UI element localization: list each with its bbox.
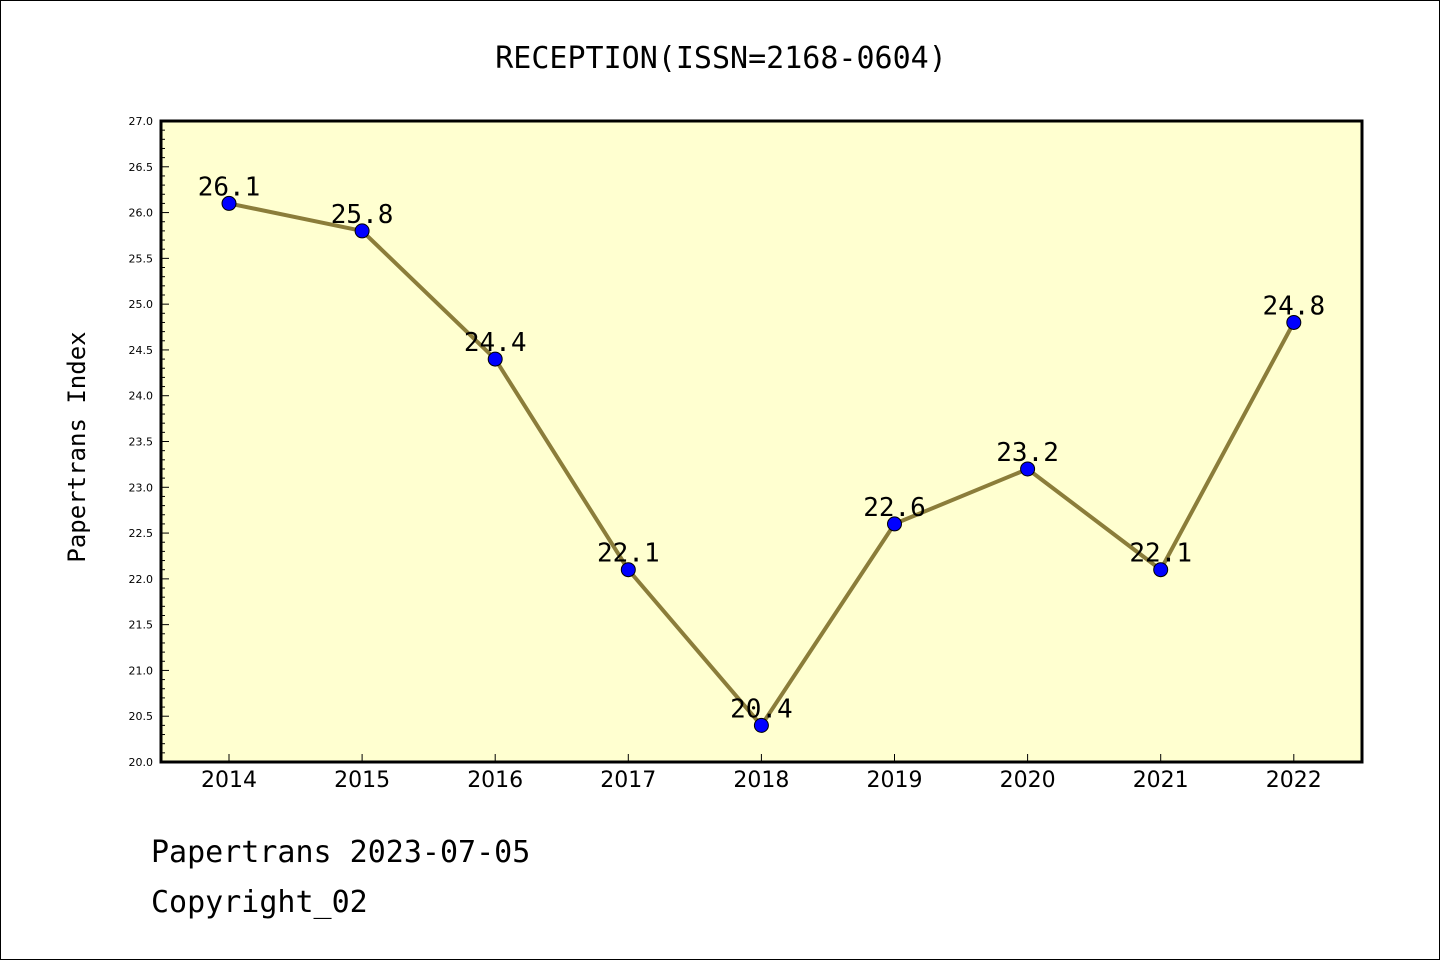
y-tick-label: 27.0 <box>129 115 154 128</box>
x-tick-label: 2015 <box>334 768 390 793</box>
y-tick-label: 26.5 <box>129 161 154 174</box>
data-label: 20.4 <box>730 694 793 724</box>
data-point <box>354 223 370 239</box>
x-tick-label: 2014 <box>201 768 257 793</box>
data-point <box>1020 461 1036 477</box>
footer-copyright: Copyright_02 <box>151 885 368 920</box>
footer-date: Papertrans 2023-07-05 <box>151 835 531 870</box>
y-tick-label: 24.0 <box>129 390 154 403</box>
y-tick-label: 20.5 <box>129 710 154 723</box>
x-tick-label: 2018 <box>733 768 789 793</box>
y-axis-label: Papertrans Index <box>63 331 91 562</box>
chart-title: RECEPTION(ISSN=2168-0604) <box>495 41 947 76</box>
y-tick-label: 25.0 <box>129 298 154 311</box>
y-tick-label: 23.5 <box>129 436 154 449</box>
data-label: 22.1 <box>1129 539 1192 569</box>
x-tick-label: 2021 <box>1133 768 1189 793</box>
data-point <box>620 562 636 578</box>
data-label: 22.6 <box>863 493 926 523</box>
x-tick-label: 2019 <box>867 768 923 793</box>
data-point <box>487 351 503 367</box>
data-label: 25.8 <box>331 200 394 230</box>
y-tick-label: 22.5 <box>129 527 154 540</box>
y-tick-label: 25.5 <box>129 252 154 265</box>
data-point <box>221 195 237 211</box>
data-label: 24.8 <box>1262 291 1325 321</box>
data-point <box>753 717 769 733</box>
x-tick-label: 2020 <box>1000 768 1056 793</box>
data-label: 26.1 <box>198 172 261 202</box>
data-point <box>1286 314 1302 330</box>
x-tick-label: 2016 <box>467 768 523 793</box>
data-point <box>1153 562 1169 578</box>
x-tick-label: 2017 <box>600 768 656 793</box>
plot-border <box>159 119 1364 764</box>
x-tick-label: 2022 <box>1266 768 1322 793</box>
y-tick-label: 26.0 <box>129 207 154 220</box>
data-label: 24.4 <box>464 328 527 358</box>
data-point <box>887 516 902 532</box>
y-tick-label: 21.0 <box>129 664 154 677</box>
data-label: 22.1 <box>597 539 660 569</box>
y-tick-label: 22.0 <box>129 573 154 586</box>
data-label: 23.2 <box>996 438 1059 468</box>
plot-area: 20.0 20.5 21.0 21.5 22.0 22.5 23.0 23.5 24.0 24.5… <box>129 115 1364 793</box>
y-tick-label: 23.0 <box>129 481 154 494</box>
y-tick-label: 20.0 <box>129 756 154 769</box>
y-tick-label: 21.5 <box>129 619 154 632</box>
y-tick-label: 24.5 <box>129 344 154 357</box>
